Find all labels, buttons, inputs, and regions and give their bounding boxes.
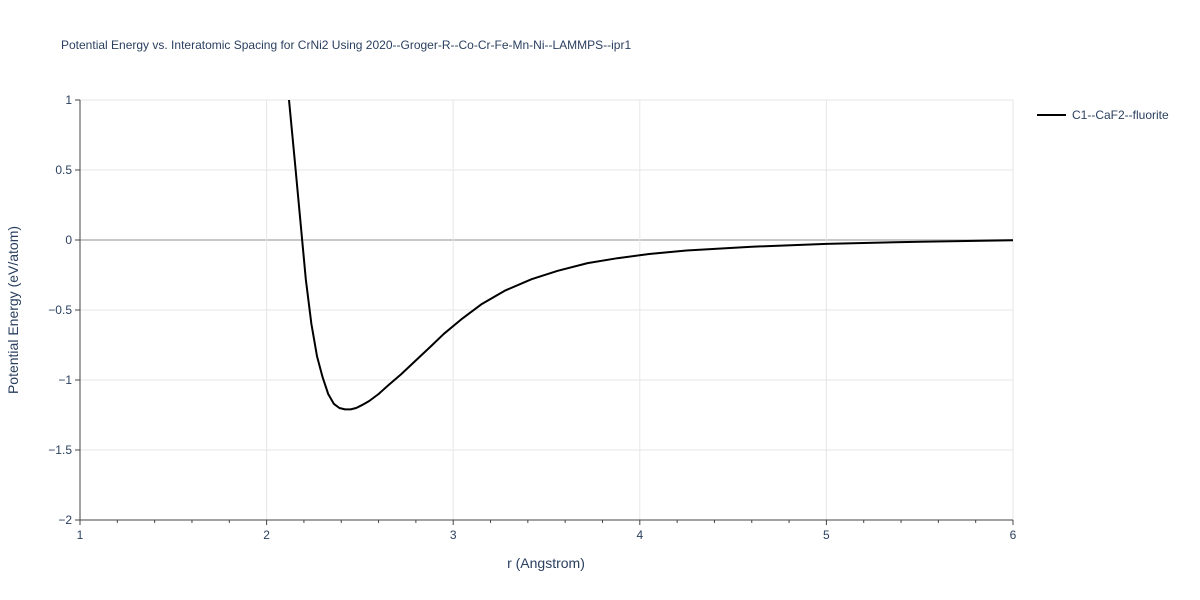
- x-tick-label: 3: [450, 528, 457, 542]
- y-tick-label: −1: [58, 373, 72, 387]
- y-tick-label: −1.5: [48, 443, 72, 457]
- chart-title: Potential Energy vs. Interatomic Spacing…: [61, 38, 632, 52]
- x-axis-title: r (Angstrom): [507, 555, 585, 571]
- legend[interactable]: C1--CaF2--fluorite: [1037, 108, 1169, 122]
- y-tick-label: 0: [65, 233, 72, 247]
- y-tick-label: −0.5: [48, 303, 72, 317]
- grid-lines: [80, 99, 1014, 521]
- x-tick-label: 2: [263, 528, 270, 542]
- series-layer: [288, 100, 1013, 411]
- legend-label: C1--CaF2--fluorite: [1072, 108, 1169, 122]
- y-axis-title: Potential Energy (eV/atom): [5, 226, 21, 394]
- axis-ticks: [75, 99, 1014, 525]
- y-tick-label: 0.5: [55, 163, 72, 177]
- x-tick-label: 5: [823, 528, 830, 542]
- y-tick-label: 1: [65, 93, 72, 107]
- x-tick-label: 4: [636, 528, 643, 542]
- tick-labels: 1 2 3 4 5 6 1 0.5 0 −0.5 −1 −1.5 −2: [48, 93, 1016, 542]
- x-tick-label: 6: [1010, 528, 1017, 542]
- y-tick-label: −2: [58, 513, 72, 527]
- x-tick-label: 1: [77, 528, 84, 542]
- series-line: [288, 100, 1013, 411]
